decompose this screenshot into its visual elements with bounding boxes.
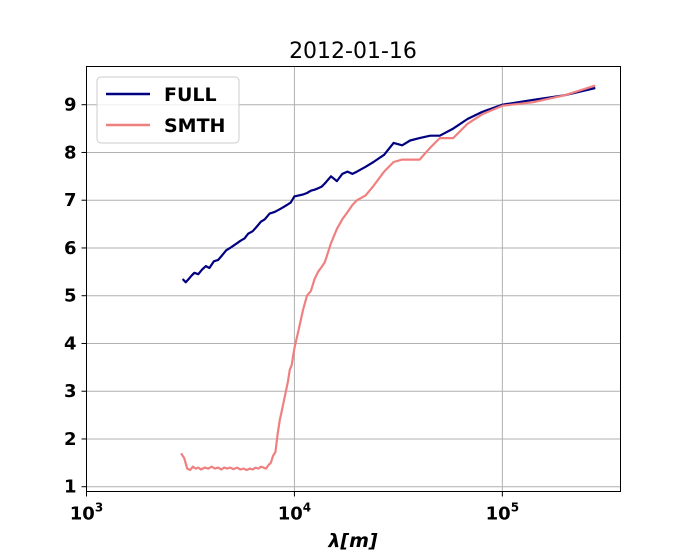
series-layer <box>180 84 596 472</box>
y-tick-label: 2 <box>64 429 77 450</box>
legend-label-full: FULL <box>164 84 217 106</box>
y-tick-label: 9 <box>64 95 77 116</box>
x-tick-label: 105 <box>486 501 519 525</box>
x-tick-base: 10 <box>70 504 95 525</box>
x-tick-label: 104 <box>278 501 311 525</box>
legend: FULL SMTH <box>96 76 240 144</box>
x-axis: 103 104 105 <box>70 491 519 525</box>
x-tick-base: 10 <box>486 504 511 525</box>
x-tick-base: 10 <box>278 504 303 525</box>
x-tick-label: 103 <box>70 501 103 525</box>
y-tick-label: 3 <box>64 381 77 402</box>
y-tick-label: 7 <box>64 190 77 211</box>
series-line-smth <box>180 84 596 472</box>
series-line-full <box>181 86 596 284</box>
x-axis-label: λ[m] <box>327 530 378 552</box>
x-tick-exponent: 3 <box>95 501 103 515</box>
x-tick-exponent: 4 <box>303 501 311 515</box>
x-tick-exponent: 5 <box>511 501 519 515</box>
chart-title: 2012-01-16 <box>289 39 417 64</box>
legend-label-smth: SMTH <box>164 115 225 137</box>
y-tick-label: 8 <box>64 142 77 163</box>
y-tick-label: 5 <box>64 286 77 307</box>
y-tick-label: 4 <box>64 333 77 354</box>
y-tick-label: 6 <box>64 238 77 259</box>
y-tick-label: 1 <box>64 477 77 498</box>
y-axis: 1 2 3 4 5 6 7 8 9 <box>64 95 87 498</box>
plot-frame <box>86 66 621 492</box>
